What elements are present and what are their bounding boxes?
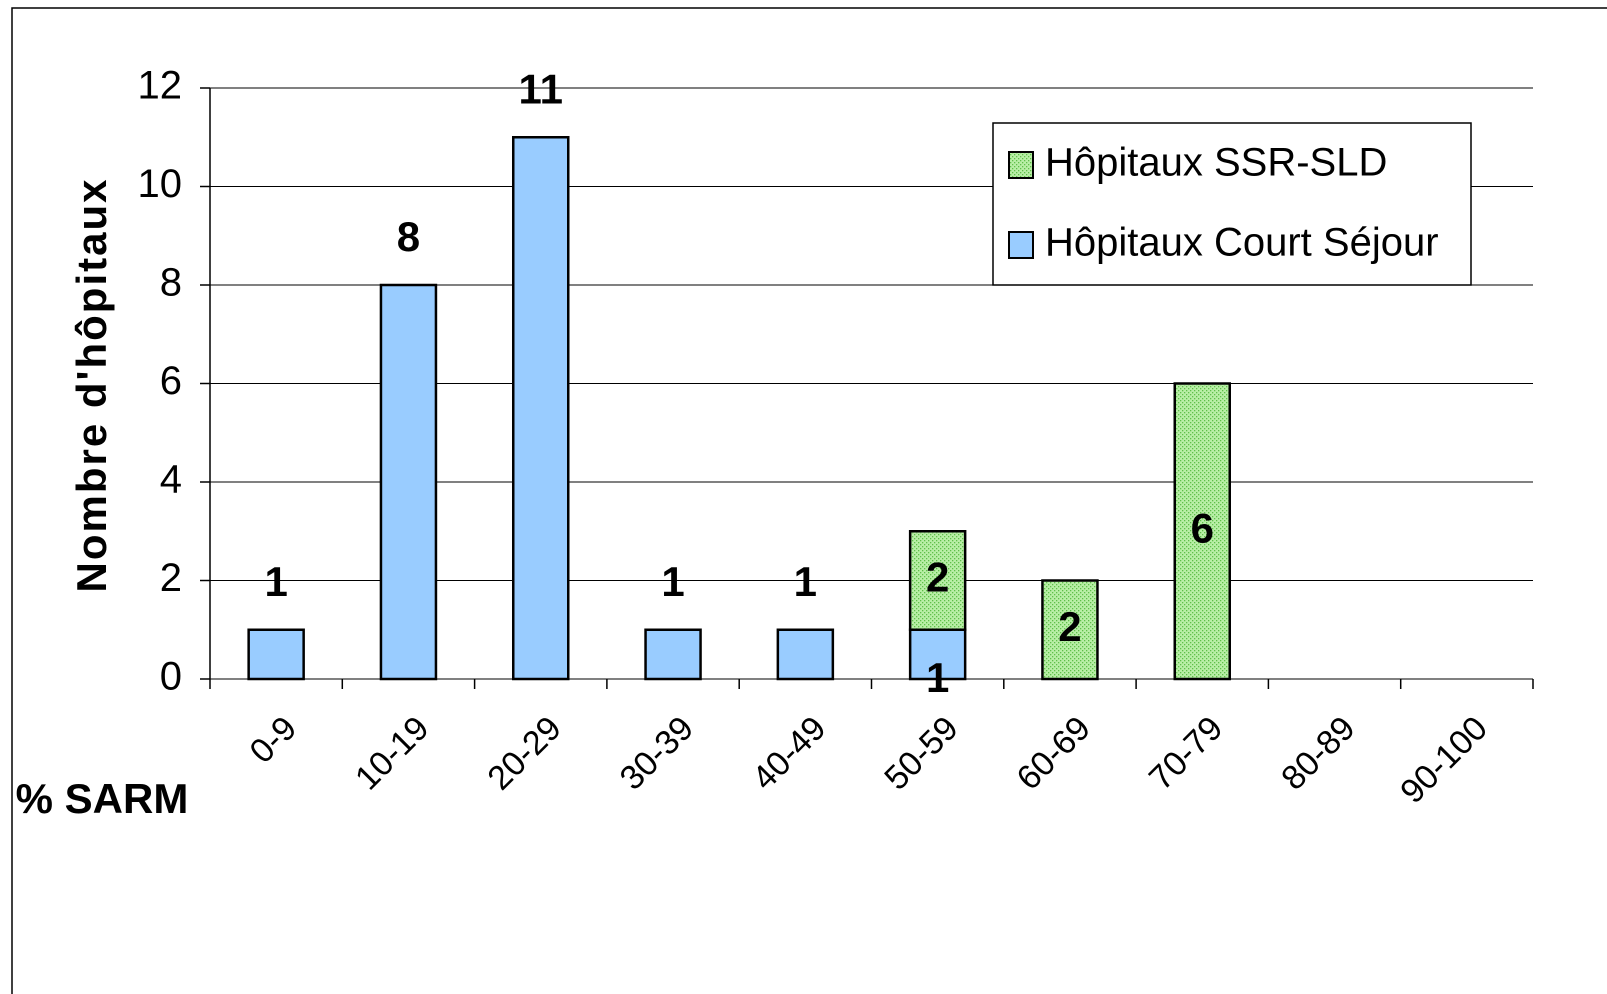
legend-label: Hôpitaux Court Séjour bbox=[1045, 221, 1439, 265]
data-label: 1 bbox=[264, 558, 287, 605]
data-label: 1 bbox=[926, 654, 949, 701]
y-tick-label: 0 bbox=[160, 655, 182, 699]
bar-segment bbox=[247, 628, 305, 681]
y-tick-label: 4 bbox=[160, 458, 182, 502]
data-label: 2 bbox=[926, 554, 949, 601]
legend-label: Hôpitaux SSR-SLD bbox=[1045, 141, 1387, 185]
legend-hatch bbox=[1010, 153, 1032, 177]
data-label: 2 bbox=[1058, 603, 1081, 650]
bar-segment bbox=[379, 283, 438, 681]
bar-segment bbox=[644, 628, 702, 681]
bar-hatch bbox=[911, 532, 964, 629]
y-tick-label: 10 bbox=[138, 162, 183, 206]
data-label: 1 bbox=[794, 558, 817, 605]
y-tick-label: 12 bbox=[138, 64, 183, 108]
data-label: 6 bbox=[1191, 504, 1214, 551]
y-tick-label: 2 bbox=[160, 556, 182, 600]
bar-segment bbox=[512, 136, 570, 681]
bar-segment bbox=[776, 628, 835, 681]
bar-hatch bbox=[1176, 385, 1229, 678]
legend-box bbox=[992, 122, 1472, 286]
data-label: 11 bbox=[519, 65, 563, 112]
legend-swatch bbox=[1008, 231, 1034, 259]
bar-hatch bbox=[1043, 582, 1096, 678]
y-tick-label: 6 bbox=[160, 359, 182, 403]
y-tick-label: 8 bbox=[160, 261, 182, 305]
data-label: 1 bbox=[661, 558, 684, 605]
bar-segment bbox=[908, 628, 967, 681]
x-axis-label: % SARM bbox=[16, 775, 189, 822]
data-label: 8 bbox=[397, 213, 420, 260]
y-axis-label: Nombre d'hôpitaux bbox=[68, 178, 115, 593]
